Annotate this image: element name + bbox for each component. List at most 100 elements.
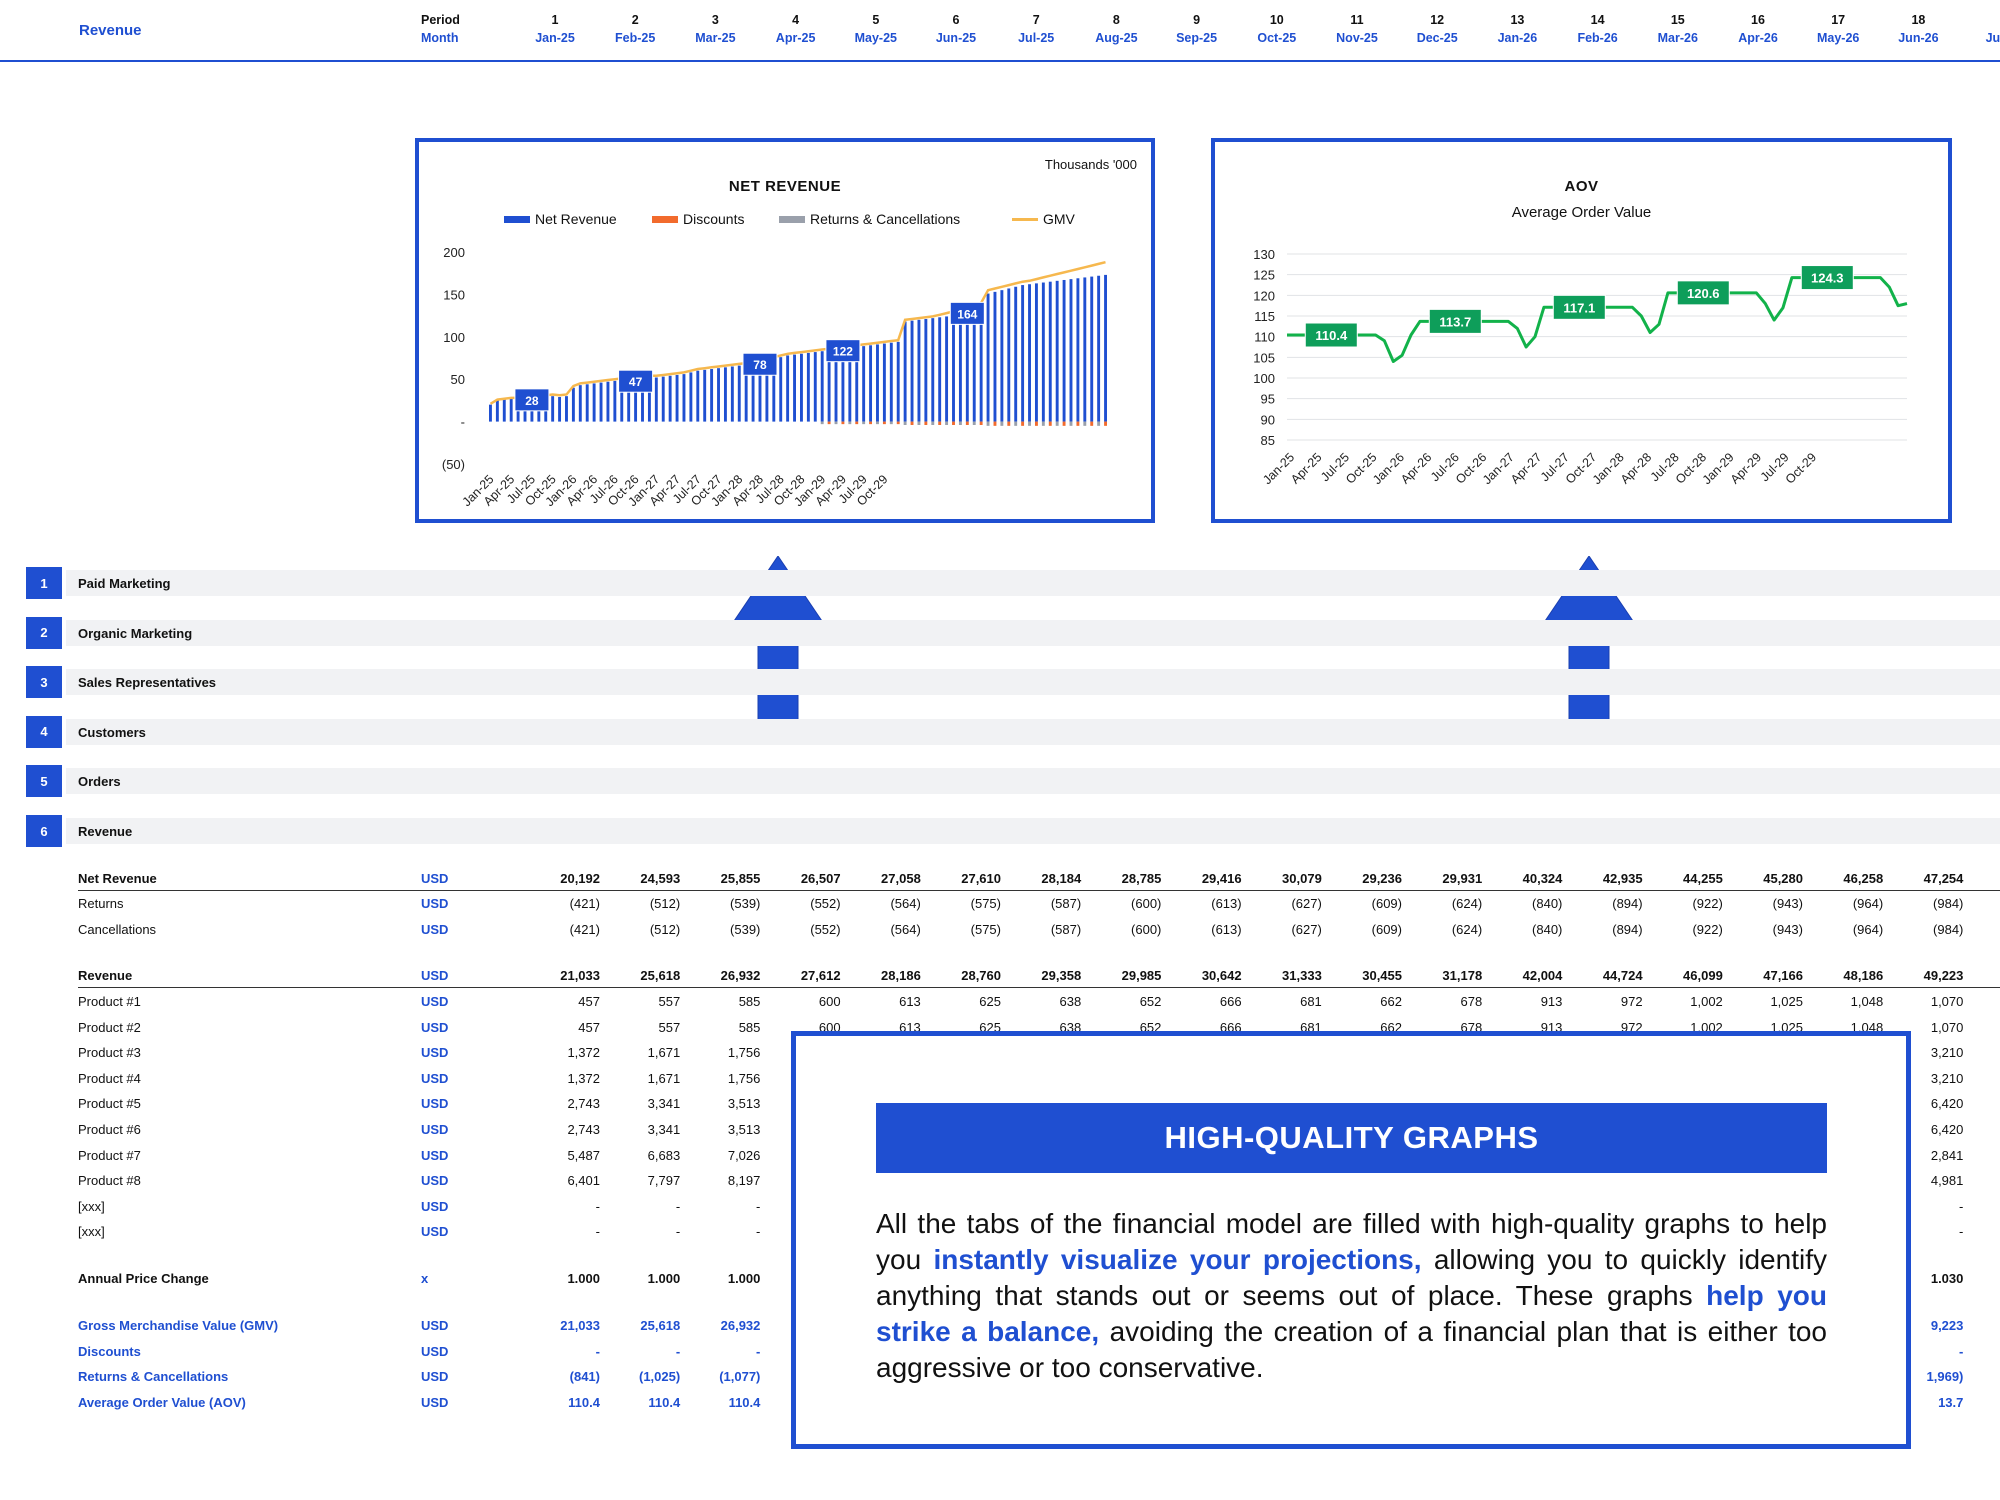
table-cell[interactable]: 3, xyxy=(1974,1045,2000,1060)
section-row[interactable]: 5 Orders xyxy=(26,765,2000,798)
period-month[interactable]: May-25 xyxy=(854,31,897,45)
period-month[interactable]: Jan-26 xyxy=(1497,31,1538,45)
table-cell[interactable]: 6, xyxy=(1974,1096,2000,1111)
table-cell[interactable]: 28,760 xyxy=(961,968,1001,983)
table-cell[interactable]: (421) xyxy=(569,896,600,911)
table-cell[interactable]: 600 xyxy=(818,994,841,1009)
table-cell[interactable]: 1,756 xyxy=(727,1070,761,1086)
period-month[interactable]: Jul-25 xyxy=(1018,31,1055,45)
table-cell[interactable]: 1,002 xyxy=(1690,1019,1723,1035)
table-cell[interactable]: (840) xyxy=(1532,896,1563,911)
table-cell[interactable]: 27,612 xyxy=(800,968,841,983)
table-cell[interactable]: - xyxy=(1959,1343,1964,1359)
table-cell[interactable]: 6,401 xyxy=(567,1173,600,1189)
table-cell[interactable]: 8,197 xyxy=(727,1173,761,1189)
table-cell[interactable]: (840) xyxy=(1532,922,1563,937)
table-cell[interactable]: - xyxy=(1959,1198,1964,1214)
table-cell[interactable]: 1, xyxy=(1974,994,2000,1009)
aov-chart-panel[interactable]: AOV Average Order Value 130 125 120 115 110 1… xyxy=(1211,138,1952,523)
table-cell[interactable]: (624) xyxy=(1451,896,1483,911)
table-cell[interactable]: - xyxy=(595,1224,600,1240)
table-cell[interactable]: 3,210 xyxy=(1930,1045,1964,1061)
table-cell[interactable]: 1.030 xyxy=(1930,1271,1964,1286)
table-cell[interactable]: (600) xyxy=(1131,896,1162,911)
table-cell[interactable]: - xyxy=(675,1198,681,1214)
table-cell[interactable]: 44,255 xyxy=(1683,871,1723,886)
period-month[interactable]: Sep-25 xyxy=(1176,31,1218,45)
period-month[interactable]: Feb-25 xyxy=(615,31,656,45)
table-cell[interactable]: 652 xyxy=(1139,994,1162,1009)
table-cell[interactable]: 2,743 xyxy=(567,1122,600,1137)
table-cell[interactable]: (1,0 xyxy=(1974,896,2000,911)
table-cell[interactable]: 50, xyxy=(1974,1318,2000,1333)
table-cell[interactable]: (609) xyxy=(1371,896,1402,911)
table-cell[interactable]: 1,372 xyxy=(567,1070,600,1086)
table-cell[interactable]: 6,420 xyxy=(1930,1096,1964,1112)
table-cell[interactable]: (984) xyxy=(1933,896,1964,911)
table-cell[interactable]: 638 xyxy=(1059,994,1082,1009)
table-cell[interactable]: (1,0 xyxy=(1974,922,2000,937)
table-cell[interactable]: (587) xyxy=(1050,896,1082,911)
table-cell[interactable]: - xyxy=(675,1343,681,1359)
table-cell[interactable]: (613) xyxy=(1211,922,1242,937)
table-cell[interactable]: (943) xyxy=(1772,922,1803,937)
table-cell[interactable]: 1. xyxy=(1974,1271,2000,1286)
table-cell[interactable]: 662 xyxy=(1380,1019,1402,1035)
table-cell[interactable]: 48,186 xyxy=(1843,968,1884,983)
table-cell[interactable]: 42,935 xyxy=(1602,871,1643,886)
table-cell[interactable]: 27,610 xyxy=(961,871,1001,886)
section-row[interactable]: 4 Customers xyxy=(26,715,2000,748)
section-row[interactable]: 3 Sales Representatives xyxy=(26,666,2000,699)
table-cell[interactable]: 4,981 xyxy=(1930,1173,1964,1189)
table-cell[interactable]: (613) xyxy=(1211,896,1242,911)
table-cell[interactable]: 30,079 xyxy=(1282,871,1322,886)
table-cell[interactable]: 585 xyxy=(738,1019,761,1035)
table-cell[interactable]: 44,724 xyxy=(1602,968,1643,983)
table-cell[interactable]: 1,002 xyxy=(1690,994,1723,1009)
table-cell[interactable]: 13, xyxy=(1974,1148,2000,1163)
table-cell[interactable]: 110.4 xyxy=(648,1394,681,1410)
table-cell[interactable]: 613 xyxy=(899,1019,921,1035)
table-cell[interactable]: 557 xyxy=(658,1019,681,1035)
table-cell[interactable]: 1,969) xyxy=(1926,1369,1964,1385)
table-cell[interactable]: 678 xyxy=(1460,1019,1483,1035)
table-cell[interactable]: 666 xyxy=(1219,994,1242,1009)
table-cell[interactable]: 913 xyxy=(1540,1019,1563,1035)
table-cell[interactable]: 3,341 xyxy=(647,1096,681,1112)
table-cell[interactable]: 29,358 xyxy=(1041,968,1082,983)
table-cell[interactable]: 1.000 xyxy=(647,1271,681,1286)
table-cell[interactable]: - xyxy=(595,1198,600,1214)
table-cell[interactable]: 638 xyxy=(1059,1019,1082,1035)
table-cell[interactable]: 2,841 xyxy=(1930,1147,1964,1163)
table-cell[interactable]: 3,513 xyxy=(727,1096,761,1112)
table-cell[interactable]: 1,025 xyxy=(1770,1019,1803,1035)
table-cell[interactable]: (552) xyxy=(810,896,841,911)
table-cell[interactable]: (984) xyxy=(1933,922,1964,937)
period-month[interactable]: Jun-25 xyxy=(935,31,977,45)
table-cell[interactable]: 1.000 xyxy=(727,1271,761,1286)
table-cell[interactable]: (964) xyxy=(1852,922,1884,937)
table-cell[interactable]: - xyxy=(756,1343,761,1359)
period-month[interactable]: Apr-25 xyxy=(775,31,816,45)
table-cell[interactable]: 25,618 xyxy=(640,1318,681,1333)
table-cell[interactable]: (552) xyxy=(810,922,841,937)
table-cell[interactable]: 49,223 xyxy=(1923,968,1964,983)
table-cell[interactable]: (564) xyxy=(890,896,921,911)
table-cell[interactable]: - xyxy=(756,1224,761,1240)
period-month[interactable]: May-26 xyxy=(1816,31,1860,45)
table-cell[interactable]: 1, xyxy=(1974,1020,2000,1035)
table-cell[interactable]: 1,671 xyxy=(647,1045,681,1061)
period-month[interactable]: Jun-26 xyxy=(1898,31,1939,45)
table-cell[interactable]: 1,070 xyxy=(1930,994,1964,1009)
table-cell[interactable]: 585 xyxy=(738,994,761,1009)
table-cell[interactable]: 6, xyxy=(1974,1122,2000,1137)
period-month[interactable]: Jan-25 xyxy=(535,31,575,45)
table-cell[interactable]: 1,671 xyxy=(647,1070,681,1086)
table-cell[interactable]: (2,0 xyxy=(1974,1369,2000,1384)
table-cell[interactable]: (841) xyxy=(569,1369,600,1385)
table-cell[interactable]: 29,985 xyxy=(1121,968,1162,983)
table-cell[interactable]: 625 xyxy=(979,1019,1001,1035)
table-cell[interactable]: 557 xyxy=(658,994,681,1009)
table-cell[interactable]: 31,178 xyxy=(1442,968,1483,983)
table-cell[interactable]: 48, xyxy=(1974,871,2000,886)
